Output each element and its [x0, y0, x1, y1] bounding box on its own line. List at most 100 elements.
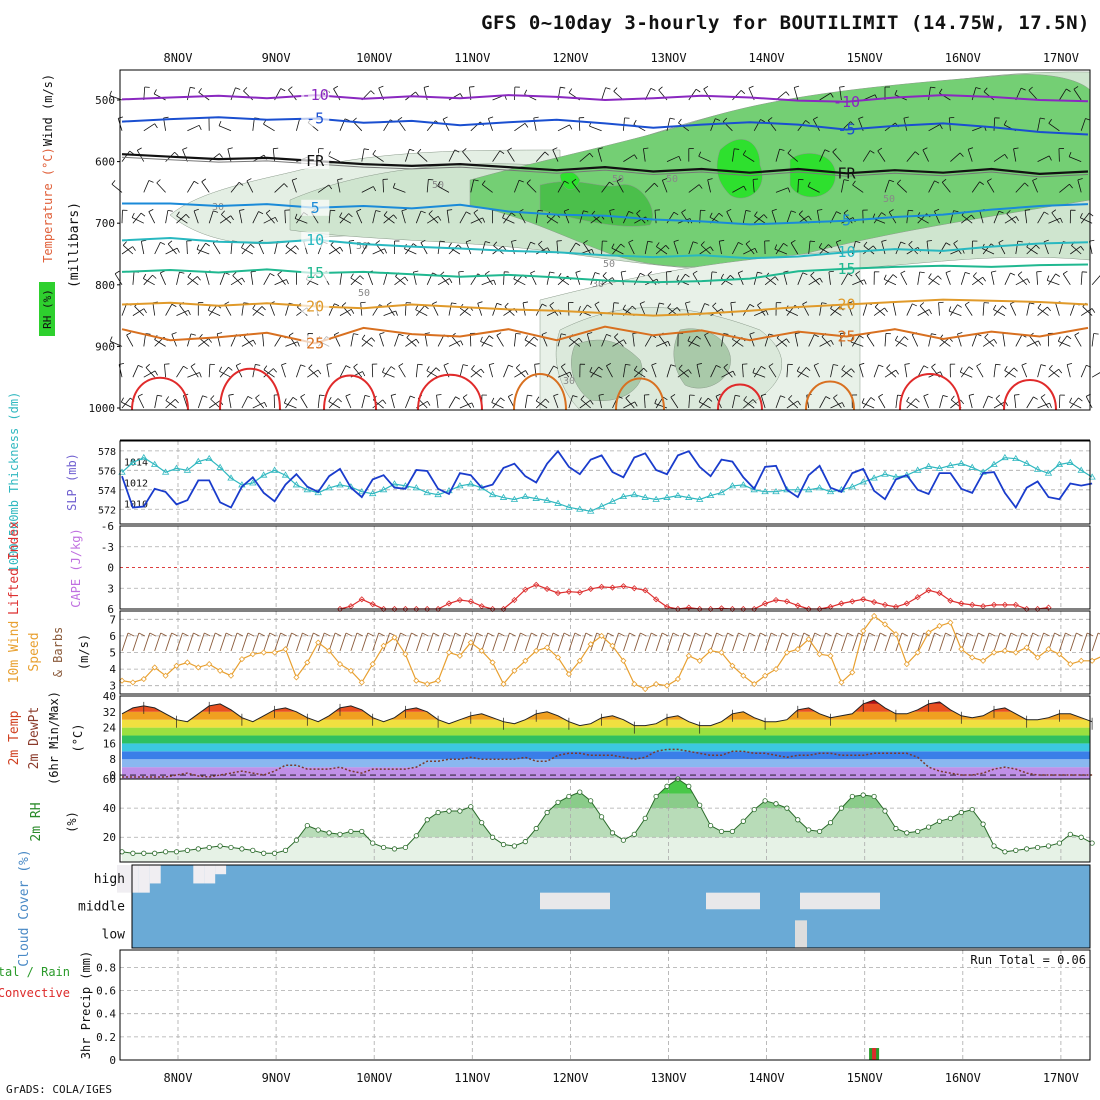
upper-wind-barb [878, 364, 884, 368]
surface-wind-barb [149, 632, 157, 637]
wind-speed-marker [380, 642, 387, 649]
upper-wind-barb [1091, 333, 1095, 347]
upper-wind-barb [742, 154, 755, 162]
thickness-marker [140, 453, 148, 461]
upper-wind-barb [258, 211, 264, 215]
upper-wind-barb [1080, 246, 1085, 251]
surface-wind-barb [313, 632, 320, 637]
upper-wind-barb [808, 277, 821, 286]
upper-wind-barb [274, 335, 282, 347]
cloud-high-clear [149, 865, 161, 884]
upper-wind-barb [258, 241, 265, 255]
upper-wind-barb [1068, 151, 1072, 157]
upper-wind-barb [720, 273, 724, 279]
surface-wind-barb [531, 632, 538, 637]
surface-wind-barb [208, 632, 216, 652]
upper-wind-barb [594, 301, 600, 305]
upper-wind-barb [538, 240, 543, 245]
upper-wind-barb [768, 366, 777, 378]
upper-wind-barb [350, 277, 363, 286]
upper-wind-barb [109, 336, 113, 342]
upper-wind-barb [928, 87, 931, 101]
upper-wind-barb [993, 117, 996, 131]
upper-wind-barb [872, 245, 877, 250]
upper-wind-barb [623, 154, 635, 162]
upper-wind-barb [616, 180, 624, 193]
surface-wind-barb [999, 632, 1007, 637]
thickness-marker [913, 466, 922, 473]
upper-wind-barb [208, 364, 211, 378]
upper-wind-barb [598, 395, 602, 409]
upper-wind-barb [507, 150, 515, 162]
upper-wind-barb [339, 271, 343, 285]
upper-wind-barb [625, 363, 631, 366]
upper-wind-barb [859, 362, 865, 366]
thickness-marker [772, 487, 780, 495]
upper-wind-barb [698, 401, 711, 409]
rh-marker [522, 839, 528, 845]
rh-marker [271, 850, 278, 856]
upper-wind-barb [634, 369, 646, 378]
upper-wind-barb [440, 271, 445, 276]
upper-wind-barb [732, 185, 744, 193]
upper-wind-barb [1002, 305, 1007, 310]
thickness-marker [717, 488, 726, 496]
lifted-tick-label: 6 [107, 603, 114, 616]
upper-wind-barb [678, 368, 690, 378]
upper-wind-barb [193, 208, 199, 212]
upper-wind-barb [1017, 240, 1023, 243]
thickness-tick-label: 578 [98, 447, 116, 458]
upper-wind-barb [292, 178, 298, 181]
lifted-index-marker [783, 598, 790, 605]
upper-wind-barb [524, 395, 528, 409]
upper-wind-barb [1058, 340, 1071, 347]
surface-wind-barb [509, 632, 516, 637]
rh-marker [980, 821, 986, 827]
upper-wind-barb [606, 333, 612, 337]
upper-wind-barb [274, 241, 278, 255]
upper-wind-barb [255, 364, 261, 366]
rh-axis-label: 2m RH [29, 802, 44, 841]
upper-wind-barb [1049, 368, 1060, 378]
upper-wind-barb [795, 332, 801, 335]
upper-wind-barb [361, 334, 366, 340]
upper-wind-barb [1085, 118, 1091, 121]
temperature-contour-label: -5 [837, 121, 855, 139]
upper-wind-barb [514, 180, 520, 193]
upper-wind-barb [118, 116, 124, 119]
surface-wind-barb [622, 632, 630, 652]
upper-wind-barb [415, 309, 428, 316]
upper-wind-barb [319, 394, 325, 396]
wind-speed-marker [151, 664, 158, 671]
upper-wind-barb [1026, 246, 1038, 255]
upper-wind-barb [926, 241, 929, 255]
upper-wind-barb [132, 365, 139, 378]
thickness-marker [565, 503, 573, 510]
temperature-contour [121, 298, 1089, 317]
upper-wind-barb [462, 394, 468, 398]
surface-wind-barb [1080, 632, 1088, 652]
temperature-contour-label: 15 [306, 264, 324, 282]
surface-wind-barb [345, 632, 353, 637]
upper-wind-barb [852, 279, 865, 286]
upper-wind-barb [437, 278, 450, 286]
upper-wind-barb [247, 396, 253, 400]
surface-wind-barb [121, 632, 129, 652]
lifted-index-marker [881, 601, 889, 608]
rh-marker [1056, 840, 1063, 846]
dewpoint-line [122, 748, 1093, 778]
upper-wind-barb [634, 401, 638, 407]
surface-wind-barb [644, 632, 652, 652]
upper-wind-barb [526, 179, 531, 184]
upper-wind-barb [862, 303, 868, 316]
upper-wind-barb [655, 302, 660, 316]
lifted-index-marker [511, 596, 518, 604]
surface-wind-barb [770, 632, 778, 637]
wind-speed-marker [805, 636, 812, 643]
thickness-marker [532, 494, 540, 501]
upper-wind-barb [953, 240, 958, 244]
upper-wind-barb [426, 370, 439, 378]
upper-wind-barb [265, 209, 271, 214]
upper-wind-barb [601, 181, 610, 193]
rh-contour-label: 30 [212, 202, 224, 213]
